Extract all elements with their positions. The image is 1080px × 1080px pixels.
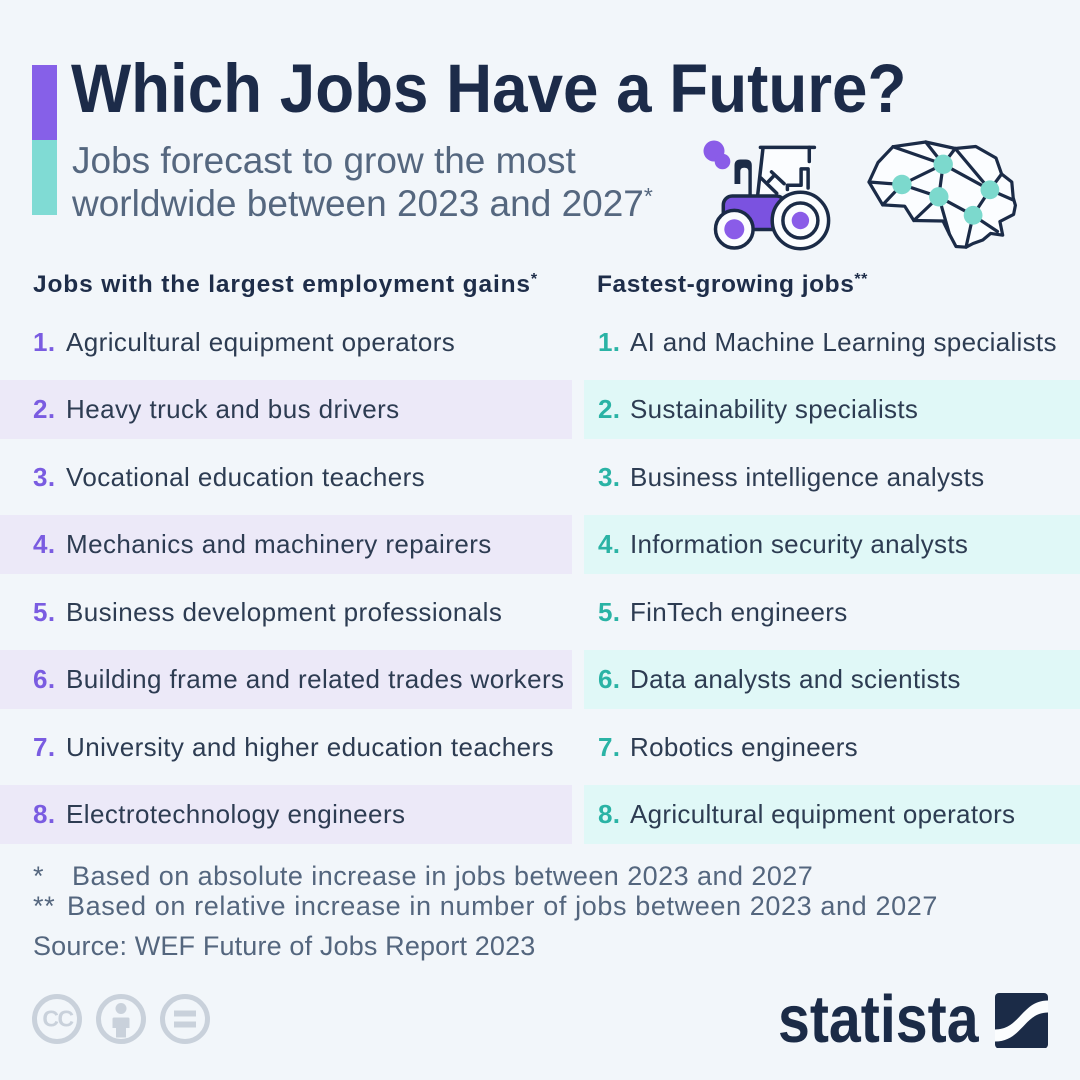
svg-text:CC: CC — [42, 1006, 73, 1032]
